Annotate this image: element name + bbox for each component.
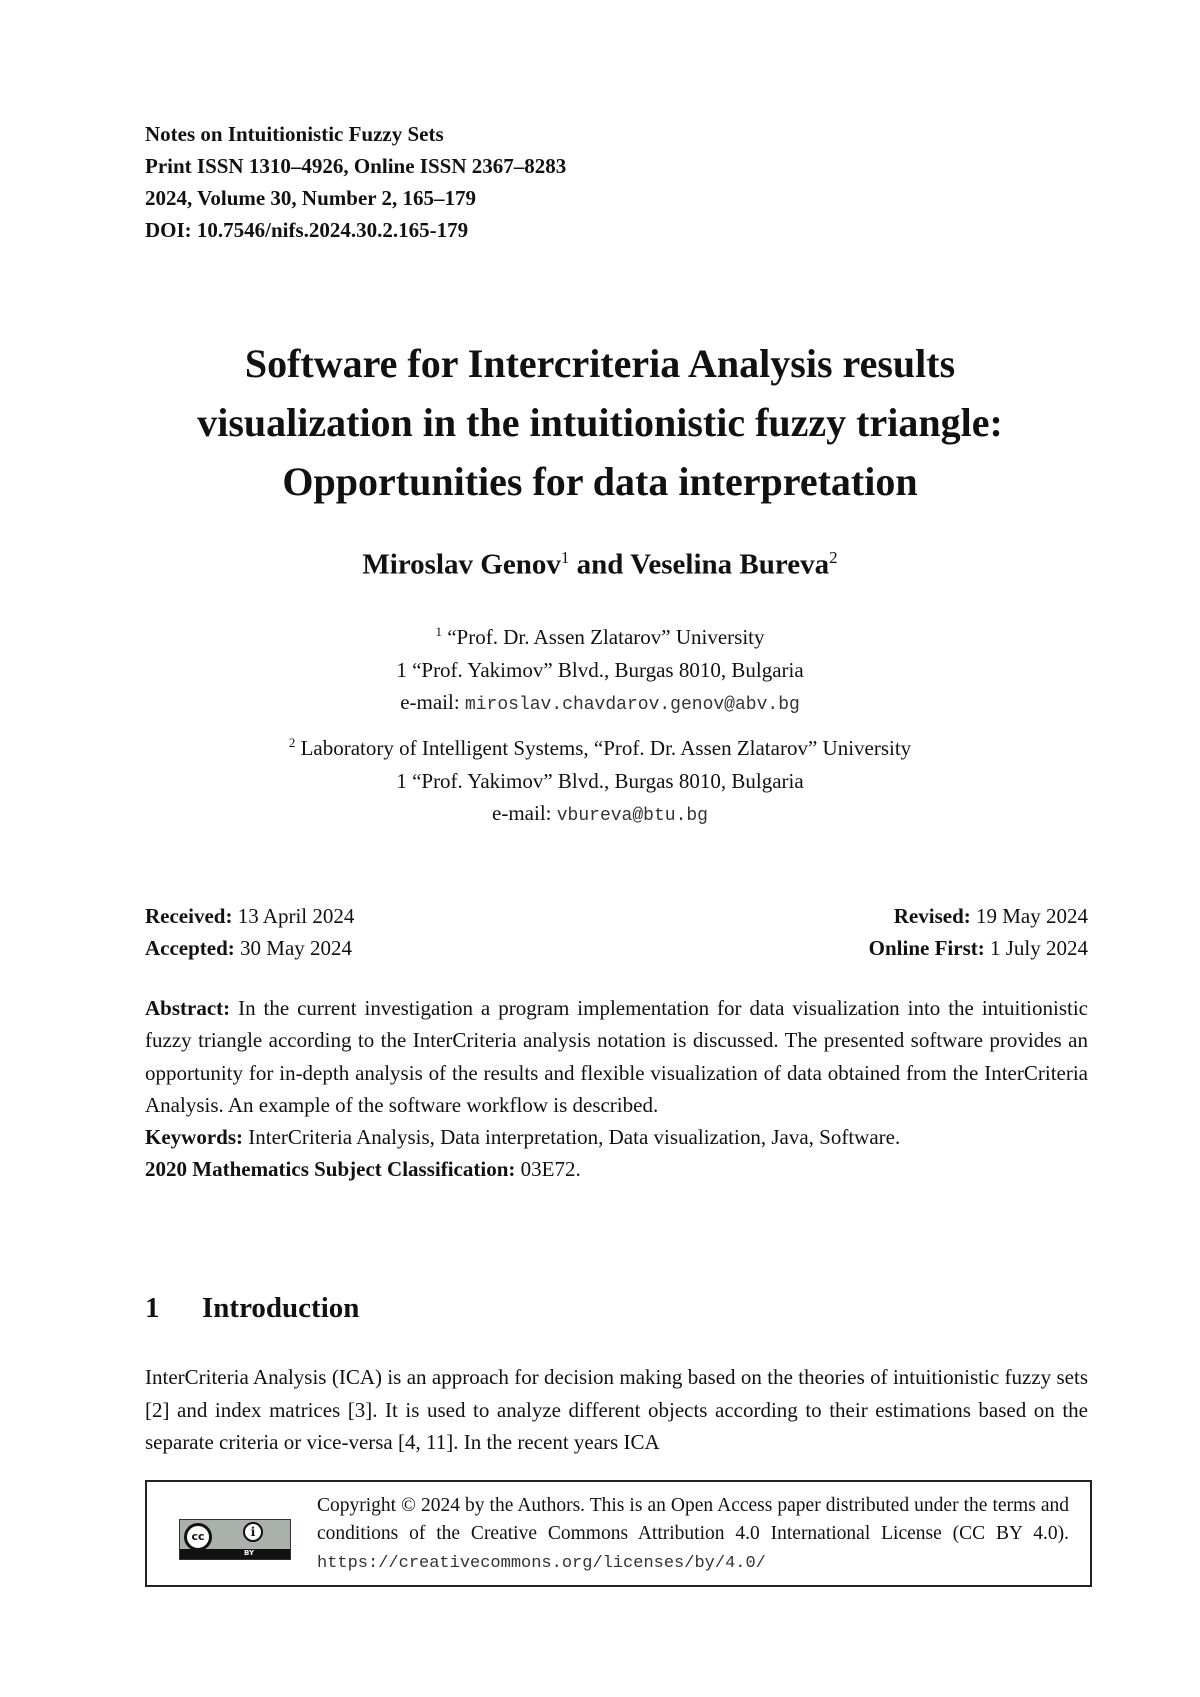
- abstract-text: In the current investigation a program i…: [145, 996, 1088, 1117]
- attribution-icon: i: [243, 1522, 263, 1542]
- by-label: BY: [244, 1549, 255, 1557]
- authors: Miroslav Genov1 and Veselina Bureva2: [0, 548, 1200, 582]
- cc-by-logo: cc i BY: [179, 1519, 291, 1560]
- received-date: 13 April 2024: [232, 904, 355, 928]
- aff-sup: 1: [435, 624, 442, 639]
- author-2: Veselina Bureva: [630, 548, 830, 581]
- license-box: cc i BY Copyright © 2024 by the Authors.…: [145, 1480, 1092, 1587]
- affiliation-1: 1 “Prof. Dr. Assen Zlatarov” University …: [0, 616, 1200, 722]
- cc-icon: cc: [184, 1523, 212, 1551]
- aff-sup: 2: [288, 735, 296, 750]
- online-date: 1 July 2024: [984, 936, 1088, 960]
- aff-address: 1 “Prof. Yakimov” Blvd., Burgas 8010, Bu…: [396, 768, 804, 793]
- title-line: visualization in the intuitionistic fuzz…: [197, 400, 1003, 445]
- copyright-text: Copyright © 2024 by the Authors. This is…: [317, 1495, 1069, 1544]
- volume: 2024, Volume 30, Number 2, 165–179: [145, 186, 476, 210]
- paper-title: Software for Intercriteria Analysis resu…: [0, 334, 1200, 511]
- author-1-sup: 1: [560, 548, 570, 567]
- authors-and: and: [569, 548, 631, 581]
- section-title: Introduction: [202, 1292, 360, 1324]
- aff-line: “Prof. Dr. Assen Zlatarov” University: [441, 625, 765, 649]
- received-label: Received:: [145, 904, 233, 928]
- accepted-label: Accepted:: [145, 936, 235, 960]
- title-line: Opportunities for data interpretation: [282, 459, 918, 504]
- license-link[interactable]: https://creativecommons.org/licenses/by/…: [317, 1554, 766, 1573]
- author-1: Miroslav Genov: [362, 548, 561, 581]
- affiliation-2: 2 Laboratory of Intelligent Systems, “Pr…: [0, 727, 1200, 833]
- online-label: Online First:: [868, 936, 985, 960]
- author-2-sup: 2: [829, 548, 838, 567]
- msc-label: 2020 Mathematics Subject Classification:: [145, 1157, 516, 1182]
- email-label: e-mail:: [400, 690, 465, 714]
- keywords-label: Keywords:: [145, 1125, 243, 1150]
- revised-date: 19 May 2024: [970, 904, 1088, 928]
- license-text: Copyright © 2024 by the Authors. This is…: [317, 1492, 1069, 1578]
- keywords: InterCriteria Analysis, Data interpretat…: [243, 1125, 901, 1150]
- email-link[interactable]: vbureva@btu.bg: [556, 806, 708, 826]
- journal-name: Notes on Intuitionistic Fuzzy Sets: [145, 122, 444, 146]
- accepted-date: 30 May 2024: [234, 936, 353, 960]
- abstract-label: Abstract:: [145, 996, 231, 1020]
- email-link[interactable]: miroslav.chavdarov.genov@abv.bg: [464, 695, 800, 715]
- msc: 03E72.: [515, 1157, 581, 1182]
- journal-header: Notes on Intuitionistic Fuzzy Sets Print…: [145, 118, 566, 246]
- email-label: e-mail:: [492, 801, 557, 825]
- title-line: Software for Intercriteria Analysis resu…: [244, 341, 956, 386]
- aff-address: 1 “Prof. Yakimov” Blvd., Burgas 8010, Bu…: [396, 657, 804, 682]
- section-heading: 1 Introduction: [145, 1292, 359, 1325]
- aff-line: Laboratory of Intelligent Systems, “Prof…: [295, 736, 912, 760]
- dates: Received: 13 April 2024 Revised: 19 May 2…: [145, 900, 1088, 964]
- revised-label: Revised:: [893, 904, 971, 928]
- doi: DOI: 10.7546/nifs.2024.30.2.165-179: [145, 218, 469, 242]
- abstract: Abstract: In the current investigation a…: [145, 992, 1088, 1186]
- section-number: 1: [145, 1292, 160, 1324]
- issn: Print ISSN 1310–4926, Online ISSN 2367–8…: [145, 154, 567, 178]
- body-text: InterCriteria Analysis (ICA) is an appro…: [145, 1365, 1088, 1454]
